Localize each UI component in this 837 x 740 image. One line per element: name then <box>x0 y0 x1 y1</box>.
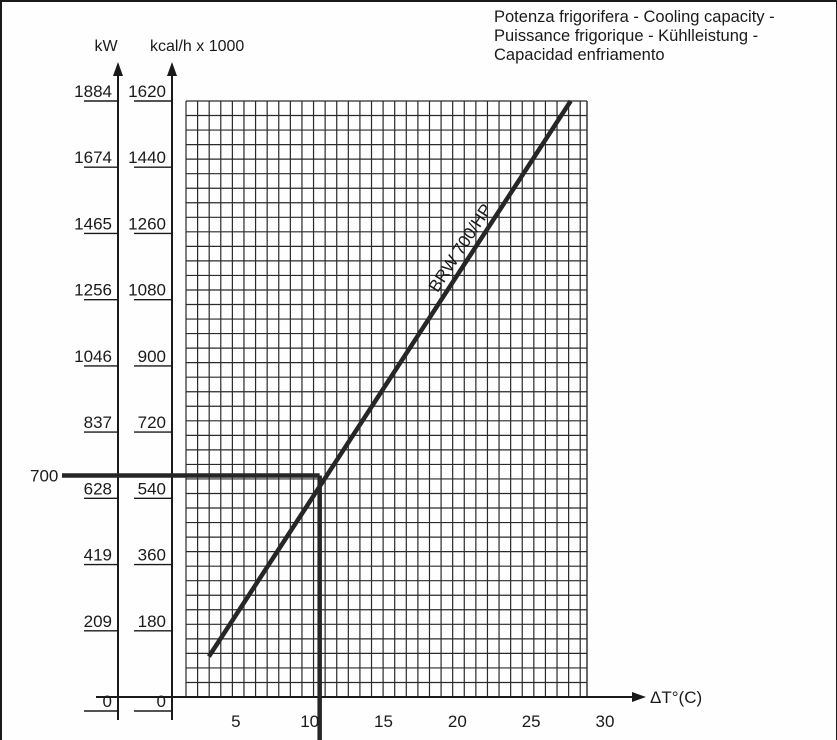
kcal-axis-arrow <box>167 62 177 76</box>
title-line-2: Puissance frigorique - Kühlleistung - <box>494 27 759 45</box>
kcal-tick-label: 900 <box>138 347 166 366</box>
kcal-tick-label: 1080 <box>128 281 166 300</box>
kw-tick-label: 209 <box>84 612 112 631</box>
axes <box>84 62 646 720</box>
x-axis-arrow <box>632 692 646 702</box>
x-tick-label: 15 <box>374 712 393 731</box>
x-tick-label: 20 <box>448 712 467 731</box>
title-line-3: Capacidad enfriamento <box>494 46 665 64</box>
kcal-tick-label: 1440 <box>128 148 166 167</box>
kw-tick-label: 1674 <box>74 148 112 167</box>
kw-tick-label: 0 <box>103 692 112 711</box>
x-tick-label: 10 <box>300 712 319 731</box>
reference-value-label: 700 <box>30 467 58 486</box>
kcal-tick-label: 720 <box>138 413 166 432</box>
kw-tick-label: 1465 <box>74 214 112 233</box>
series <box>207 99 573 658</box>
kw-axis-arrow <box>113 62 123 76</box>
kw-tick-label: 628 <box>84 479 112 498</box>
series-label: BRW 700/HP <box>425 201 496 296</box>
x-tick-label: 30 <box>596 712 615 731</box>
chart-title: Potenza frigorifera - Cooling capacity -… <box>494 8 834 65</box>
reference-lines <box>62 473 322 740</box>
kcal-tick-label: 360 <box>138 546 166 565</box>
series-line <box>207 99 573 658</box>
grid <box>185 100 588 698</box>
kcal-tick-label: 1260 <box>128 214 166 233</box>
kw-tick-label: 1884 <box>74 82 112 101</box>
title-line-1: Potenza frigorifera - Cooling capacity - <box>494 8 775 26</box>
x-tick-label: 5 <box>231 712 240 731</box>
kw-axis-unit-label: kW <box>94 38 118 55</box>
x-tick-label: 25 <box>522 712 541 731</box>
kw-tick-label: 1046 <box>74 347 112 366</box>
kw-tick-label: 837 <box>84 413 112 432</box>
kcal-tick-label: 540 <box>138 479 166 498</box>
kw-tick-label: 419 <box>84 546 112 565</box>
kcal-tick-label: 1620 <box>128 82 166 101</box>
kcal-axis-unit-label: kcal/h x 1000 <box>150 38 244 55</box>
kcal-tick-label: 180 <box>138 612 166 631</box>
labels: kW kcal/h x 1000ΔT°(C)0180360540720900108… <box>30 38 702 731</box>
x-axis-title: ΔT°(C) <box>650 688 702 707</box>
kw-tick-label: 1256 <box>74 281 112 300</box>
kcal-tick-label: 0 <box>157 692 166 711</box>
